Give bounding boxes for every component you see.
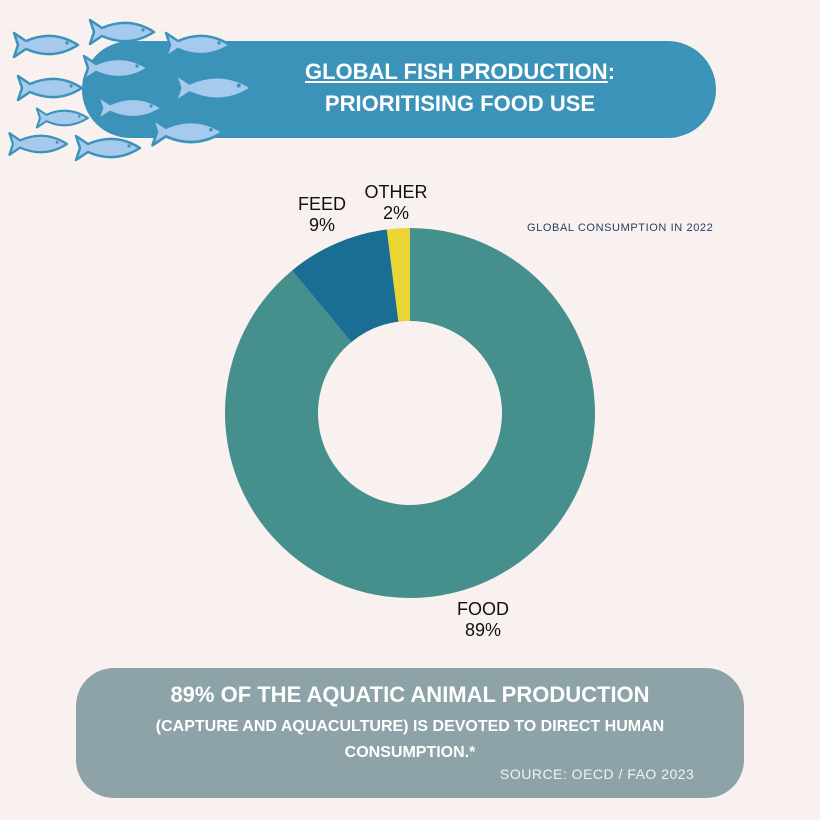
label-other: OTHER 2%	[356, 182, 436, 224]
title-subtitle: PRIORITISING FOOD USE	[324, 91, 596, 116]
summary-body: (CAPTURE AND AQUACULTURE) IS DEVOTED TO …	[155, 718, 665, 761]
chart-subtitle: GLOBAL CONSUMPTION IN 2022	[527, 222, 714, 234]
page-title: GLOBAL FISH PRODUCTION: PRIORITISING FOO…	[200, 56, 720, 120]
label-food-value: 89%	[464, 620, 502, 640]
label-food-name: FOOD	[457, 599, 509, 619]
title-main: GLOBAL FISH PRODUCTION	[304, 59, 608, 84]
donut-slice-food	[225, 228, 596, 599]
summary-headline: 89% OF THE AQUATIC ANIMAL PRODUCTION	[170, 682, 650, 707]
label-food: FOOD 89%	[448, 599, 518, 641]
label-feed-name: FEED	[297, 194, 346, 214]
label-other-name: OTHER	[364, 182, 428, 202]
label-feed-value: 9%	[308, 215, 335, 235]
title-colon: :	[607, 59, 616, 84]
donut-slice-other	[386, 228, 410, 322]
label-feed: FEED 9%	[290, 194, 354, 236]
source-note: SOURCE: OECD / FAO 2023	[500, 766, 695, 782]
summary-banner	[76, 668, 744, 798]
label-other-value: 2%	[382, 203, 409, 223]
donut-slice-feed	[292, 229, 399, 343]
